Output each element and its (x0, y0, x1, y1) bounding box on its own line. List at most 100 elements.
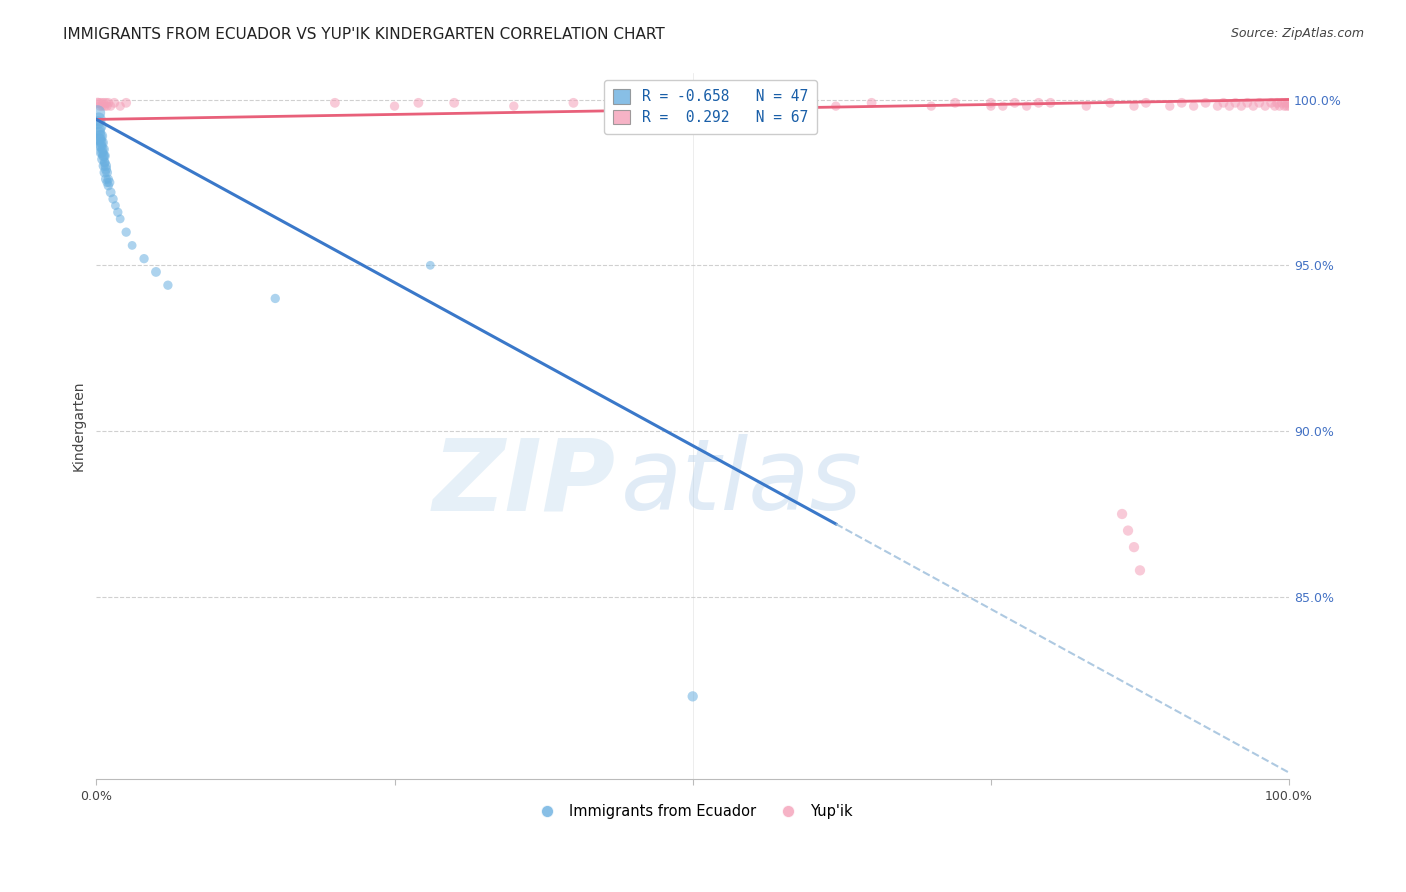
Point (1271, 95, 1294, 110)
Point (1099, 95, 1122, 110)
Point (100, 186, 122, 200)
Point (87, 122, 110, 136)
Point (1182, 99, 1205, 113)
Point (93, 155, 115, 169)
Point (408, 95, 430, 110)
Point (682, 95, 704, 110)
Point (1159, 99, 1181, 113)
Point (860, 95, 883, 110)
Point (1218, 99, 1240, 113)
Point (115, 95, 138, 110)
Point (108, 99, 131, 113)
Point (89, 99, 111, 113)
Point (384, 99, 406, 113)
Point (1272, 99, 1295, 113)
Point (100, 99, 122, 113)
Point (93, 159, 115, 173)
Point (1275, 99, 1298, 113)
Y-axis label: Kindergarten: Kindergarten (72, 381, 86, 471)
Point (801, 95, 824, 110)
Point (1268, 99, 1291, 113)
Point (96, 99, 118, 113)
Point (90, 128, 112, 143)
Point (108, 211, 131, 226)
Point (107, 205, 129, 219)
Point (1111, 507, 1133, 521)
Point (94, 95, 117, 110)
Point (1135, 95, 1157, 110)
Point (96, 175, 118, 189)
Point (90, 145, 112, 160)
Point (1123, 99, 1146, 113)
Point (991, 99, 1014, 113)
Point (1206, 99, 1229, 113)
Point (1260, 95, 1282, 110)
Text: ZIP: ZIP (432, 434, 616, 531)
Point (87, 112, 110, 127)
Point (91, 136, 114, 150)
Point (1230, 99, 1253, 113)
Point (1225, 95, 1247, 110)
Point (89, 119, 111, 133)
Text: atlas: atlas (621, 434, 863, 531)
Point (1277, 95, 1299, 110)
Point (93, 142, 115, 156)
Point (419, 258, 441, 272)
Point (1123, 540, 1146, 554)
Point (93, 165, 115, 179)
Point (104, 199, 127, 213)
Point (1039, 95, 1062, 110)
Point (920, 99, 942, 113)
Point (115, 225, 138, 239)
Point (89, 128, 111, 143)
Point (621, 99, 644, 113)
Point (1015, 99, 1038, 113)
Point (90, 95, 112, 110)
Point (90, 136, 112, 150)
Point (264, 292, 287, 306)
Text: IMMIGRANTS FROM ECUADOR VS YUP'IK KINDERGARTEN CORRELATION CHART: IMMIGRANTS FROM ECUADOR VS YUP'IK KINDER… (63, 27, 665, 42)
Point (86, 116, 108, 130)
Point (1129, 563, 1152, 577)
Point (89, 132, 111, 146)
Point (1254, 99, 1277, 113)
Point (1116, 524, 1139, 538)
Point (93, 149, 115, 163)
Point (87, 132, 110, 146)
Point (443, 95, 465, 110)
Point (778, 99, 800, 113)
Point (502, 99, 524, 113)
Point (1194, 95, 1216, 110)
Point (1249, 95, 1271, 110)
Point (741, 95, 763, 110)
Point (132, 252, 155, 266)
Point (682, 690, 704, 704)
Point (980, 95, 1002, 110)
Point (1004, 95, 1026, 110)
Point (94, 159, 117, 173)
Point (103, 95, 125, 110)
Text: Source: ZipAtlas.com: Source: ZipAtlas.com (1230, 27, 1364, 40)
Point (323, 95, 346, 110)
Point (1264, 99, 1286, 113)
Point (93, 149, 115, 163)
Point (1274, 95, 1296, 110)
Point (1278, 99, 1301, 113)
Point (94, 172, 117, 186)
Point (93, 155, 115, 169)
Point (824, 99, 846, 113)
Point (97, 178, 120, 193)
Point (91, 142, 114, 156)
Point (87, 126, 110, 140)
Point (1236, 95, 1258, 110)
Point (1265, 95, 1288, 110)
Point (86, 105, 108, 120)
Point (89, 139, 111, 153)
Point (93, 95, 115, 110)
Point (97, 172, 120, 186)
Point (91, 152, 114, 166)
Point (562, 95, 585, 110)
Point (1212, 95, 1234, 110)
Point (97, 95, 120, 110)
Point (93, 149, 115, 163)
